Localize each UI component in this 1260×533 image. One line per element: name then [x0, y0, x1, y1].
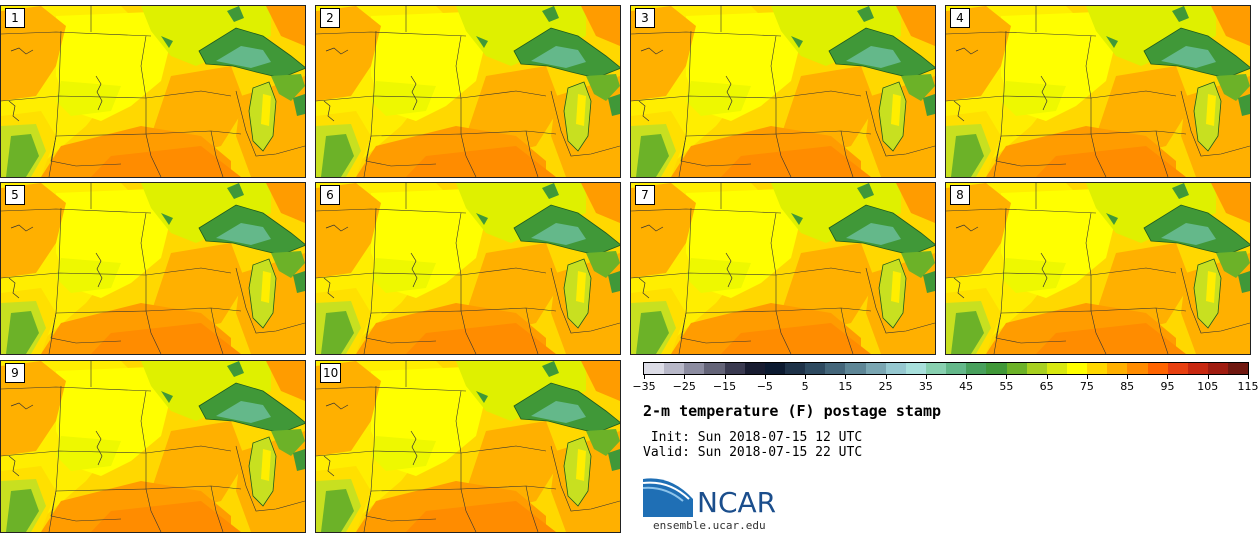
colorbar-swatch [1046, 363, 1067, 374]
colorbar-swatch [744, 363, 765, 374]
temperature-map [316, 361, 620, 532]
colorbar [643, 362, 1249, 375]
colorbar-tick-label: 115 [1237, 380, 1259, 393]
temperature-map [1, 361, 305, 532]
map-panel: 2 [315, 5, 621, 178]
init-time: Init: Sun 2018-07-15 12 UTC [643, 430, 863, 445]
panel-label: 9 [5, 363, 25, 383]
temperature-map [316, 6, 620, 177]
panel-label: 4 [950, 8, 970, 28]
colorbar-swatch [946, 363, 967, 374]
colorbar-swatch [1006, 363, 1027, 374]
colorbar-swatch [1026, 363, 1047, 374]
colorbar-tick-label: 55 [999, 380, 1014, 393]
temperature-map [1, 6, 305, 177]
colorbar-swatch [644, 363, 665, 374]
colorbar-tick-label: 15 [838, 380, 853, 393]
colorbar-swatch [1087, 363, 1108, 374]
colorbar-swatch [805, 363, 826, 374]
panel-label: 5 [5, 185, 25, 205]
temperature-map [631, 6, 935, 177]
colorbar-swatch [1066, 363, 1088, 374]
colorbar-tick [1207, 375, 1209, 379]
colorbar-swatch [1207, 363, 1229, 374]
temperature-map [1, 183, 305, 354]
logo-text: NCAR [697, 486, 777, 519]
temperature-map [946, 6, 1250, 177]
colorbar-tick-label: 45 [959, 380, 974, 393]
map-panel: 8 [945, 182, 1251, 355]
temperature-map [946, 183, 1250, 354]
colorbar-tick-label: 5 [801, 380, 809, 393]
colorbar-tick [1248, 375, 1249, 379]
colorbar-tick [1167, 375, 1169, 379]
colorbar-tick-label: −25 [672, 380, 696, 393]
colorbar-tick-label: −5 [756, 380, 773, 393]
colorbar-swatch [1127, 363, 1148, 374]
colorbar-tick [1086, 375, 1088, 379]
map-panel: 3 [630, 5, 936, 178]
colorbar-swatch [1107, 363, 1128, 374]
colorbar-swatch [1228, 363, 1249, 374]
colorbar-swatch [905, 363, 926, 374]
colorbar-swatch [724, 363, 745, 374]
colorbar-tick-label: 35 [918, 380, 933, 393]
colorbar-swatch [845, 363, 866, 374]
colorbar-tick [885, 375, 887, 379]
colorbar-tick [925, 375, 927, 379]
colorbar-swatch [825, 363, 846, 374]
colorbar-swatch [865, 363, 886, 374]
colorbar-tick-label: 75 [1079, 380, 1094, 393]
map-panel: 6 [315, 182, 621, 355]
panel-label: 6 [320, 185, 340, 205]
colorbar-tick [644, 375, 645, 379]
map-panel: 1 [0, 5, 306, 178]
colorbar-tick-label: −35 [632, 380, 656, 393]
colorbar-swatch [1187, 363, 1208, 374]
colorbar-tick [1046, 375, 1048, 379]
colorbar-tick-label: 25 [878, 380, 893, 393]
temperature-map [316, 183, 620, 354]
colorbar-tick [764, 375, 766, 379]
colorbar-swatch [966, 363, 987, 374]
map-panel: 5 [0, 182, 306, 355]
ncar-logo-icon [643, 478, 693, 517]
panel-label: 7 [635, 185, 655, 205]
colorbar-swatch [704, 363, 725, 374]
colorbar-tick [1127, 375, 1129, 379]
figure-title: 2-m temperature (F) postage stamp [643, 402, 942, 420]
map-panel: 10 [315, 360, 621, 533]
valid-time: Valid: Sun 2018-07-15 22 UTC [643, 445, 863, 460]
colorbar-tick [684, 375, 686, 379]
colorbar-swatch [684, 363, 705, 374]
colorbar-tick [966, 375, 968, 379]
colorbar-tick-label: −15 [712, 380, 737, 393]
colorbar-swatch [784, 363, 806, 374]
map-panel: 7 [630, 182, 936, 355]
temperature-map [631, 183, 935, 354]
panel-label: 3 [635, 8, 655, 28]
map-panel: 9 [0, 360, 306, 533]
colorbar-swatch [1147, 363, 1168, 374]
colorbar-tick-label: 105 [1197, 380, 1219, 393]
colorbar-tick [845, 375, 847, 379]
map-panel: 4 [945, 5, 1251, 178]
colorbar-swatch [664, 363, 685, 374]
colorbar-swatch [925, 363, 947, 374]
panel-label: 10 [320, 363, 342, 383]
colorbar-tick-label: 95 [1160, 380, 1175, 393]
colorbar-tick-label: 65 [1039, 380, 1054, 393]
colorbar-swatch [885, 363, 906, 374]
colorbar-tick [1006, 375, 1008, 379]
panel-label: 1 [5, 8, 25, 28]
panel-label: 2 [320, 8, 340, 28]
colorbar-tick [805, 375, 807, 379]
colorbar-tick-label: 85 [1120, 380, 1135, 393]
logo-url: ensemble.ucar.edu [653, 519, 766, 532]
colorbar-swatch [764, 363, 785, 374]
colorbar-swatch [1167, 363, 1188, 374]
colorbar-swatch [986, 363, 1007, 374]
panel-label: 8 [950, 185, 970, 205]
colorbar-tick [724, 375, 726, 379]
